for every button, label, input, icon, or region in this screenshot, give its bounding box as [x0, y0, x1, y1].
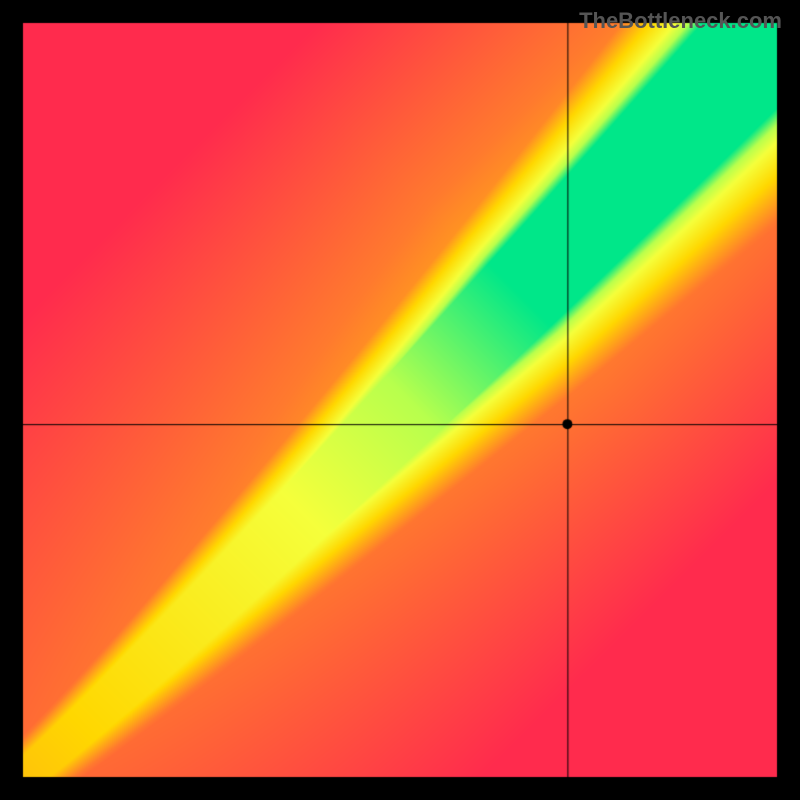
chart-container: TheBottleneck.com	[0, 0, 800, 800]
bottleneck-heatmap	[0, 0, 800, 800]
watermark-text: TheBottleneck.com	[579, 8, 782, 34]
